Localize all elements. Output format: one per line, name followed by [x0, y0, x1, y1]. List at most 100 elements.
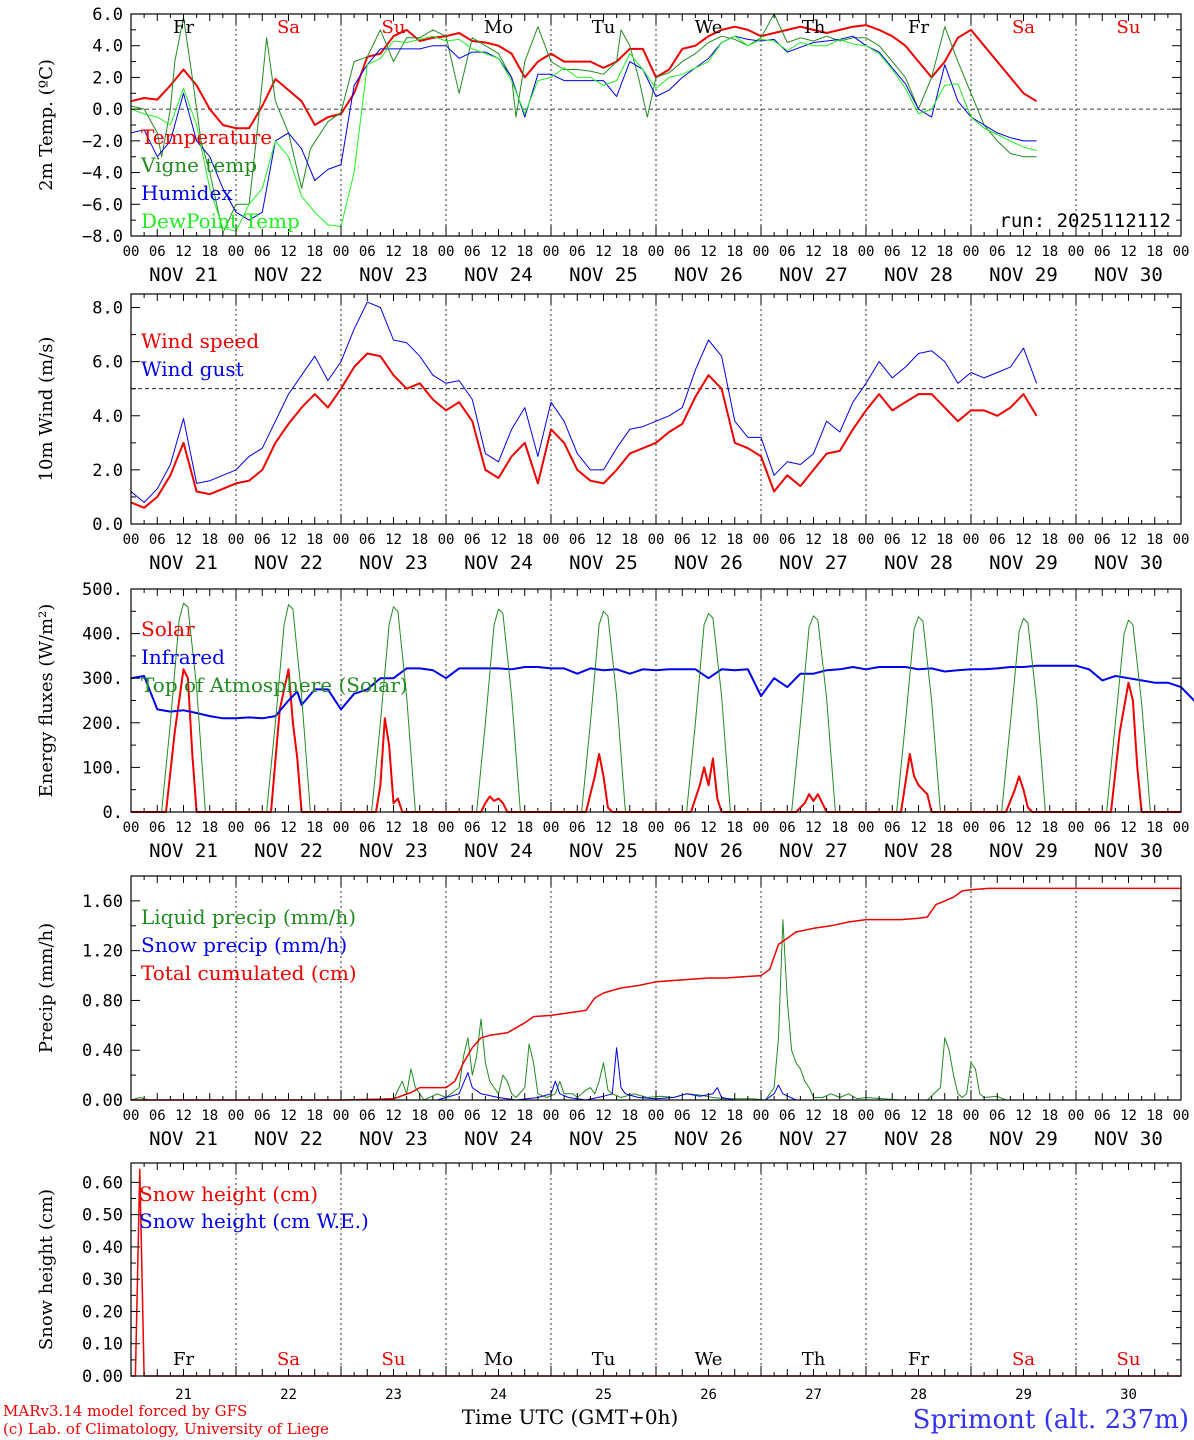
weekday-label: We	[695, 17, 723, 38]
hour-tick-label: 00	[1173, 1108, 1190, 1124]
hour-tick-label: 00	[228, 532, 245, 548]
hour-tick-label: 06	[779, 1108, 796, 1124]
y-tick-label: −2.0	[82, 132, 123, 152]
hour-tick-label: 12	[175, 244, 192, 260]
run-label: run: 2025112112	[999, 210, 1171, 232]
hour-tick-label: 18	[831, 1108, 848, 1124]
date-label: NOV 22	[254, 552, 323, 574]
y-tick-label: 400.	[82, 625, 123, 645]
date-label: NOV 25	[569, 552, 638, 574]
weekday-label: Su	[1117, 17, 1141, 38]
day-number-label: 30	[1120, 1387, 1137, 1403]
date-label: NOV 22	[254, 840, 323, 862]
hour-tick-label: 18	[201, 820, 218, 836]
hour-tick-label: 06	[464, 820, 481, 836]
hour-tick-label: 18	[831, 820, 848, 836]
panel-snow: 0.00 0.10 0.20 0.30 0.40 0.50 0.60 Snow height …	[36, 1162, 1182, 1403]
hour-tick-label: 06	[569, 820, 586, 836]
date-label: NOV 27	[779, 840, 848, 862]
hour-tick-label: 06	[989, 1108, 1006, 1124]
lab-credit: (c) Lab. of Climatology, University of L…	[3, 1420, 329, 1438]
hour-tick-label: 00	[438, 532, 455, 548]
hour-tick-label: 06	[254, 1108, 271, 1124]
legend-entry: Snow height (cm)	[139, 1182, 318, 1206]
hour-tick-label: 18	[201, 1108, 218, 1124]
y-tick-label: 0.50	[82, 1206, 123, 1226]
legend-entry: Snow precip (mm/h)	[141, 933, 347, 957]
hour-tick-label: 00	[123, 1108, 140, 1124]
hour-tick-label: 00	[438, 820, 455, 836]
hour-tick-label: 18	[726, 1108, 743, 1124]
date-label: NOV 30	[1094, 552, 1163, 574]
weekday-label: Sa	[277, 1349, 300, 1370]
x-axis-label: Time UTC (GMT+0h)	[462, 1405, 679, 1429]
date-label: NOV 26	[674, 264, 743, 286]
hour-tick-label: 06	[149, 820, 166, 836]
weekday-label: Tu	[592, 17, 616, 38]
hour-tick-label: 06	[569, 532, 586, 548]
date-label: NOV 29	[989, 840, 1058, 862]
hour-tick-label: 12	[175, 820, 192, 836]
hour-tick-label: 12	[1120, 820, 1137, 836]
y-tick-label: 0.	[103, 803, 123, 823]
hour-tick-label: 18	[726, 532, 743, 548]
hour-tick-label: 00	[858, 820, 875, 836]
hour-tick-label: 06	[884, 1108, 901, 1124]
date-label: NOV 25	[569, 1128, 638, 1150]
y-axis-label: Precip (mm/h)	[36, 923, 57, 1053]
y-tick-label: 6.0	[92, 5, 123, 25]
weekday-label: Sa	[1012, 17, 1035, 38]
hour-tick-label: 18	[516, 244, 533, 260]
hour-tick-label: 12	[1015, 532, 1032, 548]
hour-tick-label: 00	[543, 532, 560, 548]
hour-tick-label: 00	[123, 820, 140, 836]
panel-precip: 0.00 0.40 0.80 1.20 1.60 Precip (mm/h) Liquid …	[36, 875, 1190, 1150]
hour-tick-label: 18	[831, 244, 848, 260]
hour-tick-label: 00	[1068, 244, 1085, 260]
weekday-label: Su	[382, 17, 406, 38]
y-tick-label: 300.	[82, 669, 123, 689]
hour-tick-label: 06	[779, 244, 796, 260]
hour-tick-label: 06	[674, 820, 691, 836]
hour-tick-label: 12	[700, 532, 717, 548]
hour-tick-label: 18	[726, 244, 743, 260]
day-number-label: 25	[595, 1387, 612, 1403]
hour-tick-label: 12	[280, 244, 297, 260]
y-tick-label: 0.40	[82, 1041, 123, 1061]
weekday-label: Fr	[173, 1349, 194, 1370]
hour-tick-label: 12	[595, 244, 612, 260]
hour-tick-label: 18	[1146, 1108, 1163, 1124]
day-number-label: 23	[385, 1387, 402, 1403]
hour-tick-label: 06	[254, 244, 271, 260]
series-line	[130, 35, 1037, 232]
hour-tick-label: 06	[884, 820, 901, 836]
date-label: NOV 21	[149, 264, 218, 286]
legend-entry: Temperature	[141, 125, 272, 149]
hour-tick-label: 12	[805, 1108, 822, 1124]
date-label: NOV 28	[884, 264, 953, 286]
hour-tick-label: 18	[621, 820, 638, 836]
hour-tick-label: 06	[779, 532, 796, 548]
panel-energy: 0. 100. 200. 300. 400. 500. Energy fluxes (W/m…	[36, 580, 1194, 862]
legend-entry: Wind speed	[141, 329, 259, 353]
hour-tick-label: 06	[359, 532, 376, 548]
hour-tick-label: 06	[149, 532, 166, 548]
hour-tick-label: 00	[333, 820, 350, 836]
date-label: NOV 29	[989, 552, 1058, 574]
hour-tick-label: 00	[228, 1108, 245, 1124]
weekday-label: Fr	[173, 17, 194, 38]
date-label: NOV 29	[989, 264, 1058, 286]
y-tick-label: 0.60	[82, 1173, 123, 1193]
hour-tick-label: 06	[359, 244, 376, 260]
hour-tick-label: 18	[306, 820, 323, 836]
date-label: NOV 30	[1094, 264, 1163, 286]
hour-tick-label: 18	[306, 244, 323, 260]
weekday-label: We	[695, 1349, 723, 1370]
date-label: NOV 30	[1094, 1128, 1163, 1150]
hour-tick-label: 12	[1015, 1108, 1032, 1124]
hour-tick-label: 00	[858, 1108, 875, 1124]
y-tick-label: 0.00	[82, 1091, 123, 1111]
day-number-label: 26	[700, 1387, 717, 1403]
hour-tick-label: 18	[936, 244, 953, 260]
y-tick-label: −6.0	[82, 195, 123, 215]
